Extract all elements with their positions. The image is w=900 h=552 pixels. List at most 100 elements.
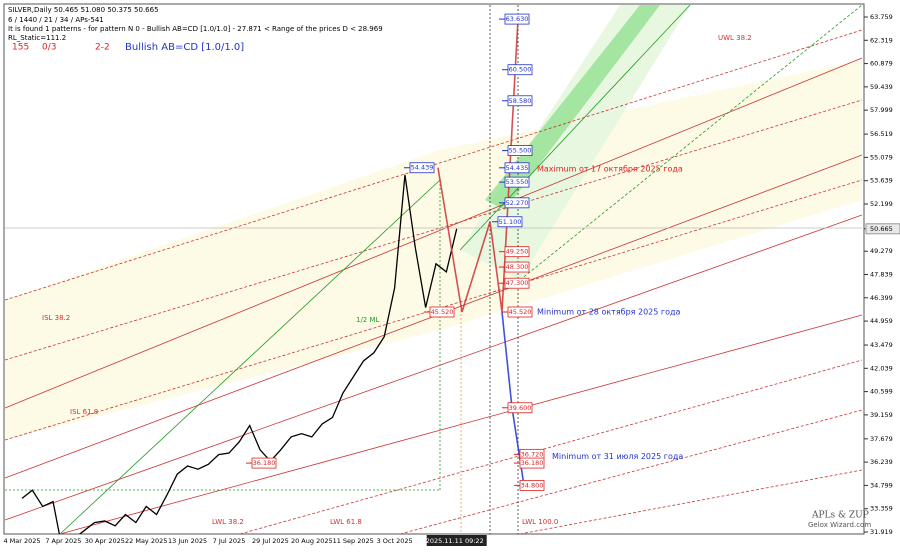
level-box [504, 261, 530, 273]
y-tick-label: 47.839 [870, 271, 893, 279]
y-tick-label: 33.359 [870, 505, 893, 513]
x-tick-label: 4 Mar 2025 [3, 537, 40, 545]
level-box [497, 216, 523, 228]
x-tick-label: 13 Jun 2025 [168, 537, 207, 545]
line-label: 1/2 ML [356, 316, 380, 324]
note: Maximum от 17 октября 2025 года [537, 165, 683, 174]
x-tick-label: 2025.11.11 09:22 [426, 537, 484, 545]
level-label: 52.270 [506, 199, 529, 207]
note: Minimum от 28 октября 2025 года [537, 308, 681, 317]
y-tick-label: 62.319 [870, 36, 893, 44]
y-tick-label: 53.639 [870, 177, 893, 185]
counter: 0/3 [42, 43, 56, 53]
level-box [504, 13, 530, 25]
info-line: 6 / 1440 / 21 / 34 / APs-541 [8, 16, 104, 24]
x-tick-label: 22 May 2025 [125, 537, 167, 545]
level-label: 53.550 [506, 178, 529, 186]
line-label: LWL 100.0 [522, 518, 558, 526]
y-tick-label: 36.239 [870, 458, 893, 466]
cursor-time-box [426, 535, 487, 546]
y-tick-label: 63.759 [870, 13, 893, 21]
y-tick-label: 37.679 [870, 435, 893, 443]
level-label: 60.500 [509, 66, 532, 74]
level-box [429, 306, 455, 318]
level-label: 34.800 [521, 481, 544, 489]
level-label: 54.435 [506, 164, 529, 172]
x-tick-label: 30 Apr 2025 [85, 537, 125, 545]
y-tick-label: 52.199 [870, 200, 893, 208]
y-tick-label: 43.479 [870, 341, 893, 349]
channel-zone [460, 5, 690, 280]
price-series [21, 174, 458, 534]
level-label: 49.250 [506, 248, 529, 256]
level-label: 48.300 [506, 263, 529, 271]
line-label: ISL 61.8 [70, 408, 98, 416]
level-label: 58.580 [509, 97, 532, 105]
level-box [504, 162, 530, 174]
y-tick-label: 40.599 [870, 388, 893, 396]
y-tick-label: 50.665 [870, 225, 893, 233]
channel-band [485, 5, 660, 210]
counter: 155 [12, 43, 29, 53]
level-label: 36.180 [253, 459, 276, 467]
y-tick-label: 42.039 [870, 364, 893, 372]
level-box [504, 277, 530, 289]
y-tick-label: 56.519 [870, 130, 893, 138]
chart-title: SILVER,Daily 50.465 51.080 50.375 50.665 [8, 6, 159, 14]
level-label: 36.720 [521, 450, 544, 458]
level-label: 47.300 [506, 279, 529, 287]
level-label: 36.180 [521, 459, 544, 467]
fan-zone [5, 60, 862, 440]
y-tick-label: 57.999 [870, 106, 893, 114]
info-line: It is found 1 patterns - for pattern N 0… [8, 25, 383, 33]
line-label: UWL 38.2 [718, 34, 752, 42]
level-box [519, 457, 545, 469]
y-tick-label: 55.079 [870, 153, 893, 161]
current-price-box [865, 223, 900, 235]
y-tick-label: 31.919 [870, 528, 893, 536]
pattern-line [437, 19, 519, 313]
x-tick-label: 3 Oct 2025 [377, 537, 413, 545]
level-box [507, 64, 533, 76]
level-box [507, 95, 533, 107]
line-label: LWL 61.8 [330, 518, 362, 526]
counter: 2-2 [95, 43, 110, 53]
level-label: 45.520 [431, 308, 454, 316]
level-label: 54.439 [411, 164, 434, 172]
note: Minimum от 31 июля 2025 года [552, 452, 683, 461]
y-tick-label: 44.959 [870, 317, 893, 325]
line-label: LWL 38.2 [212, 518, 244, 526]
y-tick-label: 39.159 [870, 411, 893, 419]
y-tick-label: 59.439 [870, 83, 893, 91]
level-box [507, 145, 533, 156]
x-tick-label: 11 Sep 2025 [333, 537, 374, 545]
x-tick-label: 7 Apr 2025 [45, 537, 81, 545]
level-box [504, 176, 530, 188]
level-label: 45.520 [509, 308, 532, 316]
level-box [251, 457, 277, 469]
pattern-name: Bullish AB=CD [1.0/1.0] [125, 42, 244, 53]
watermark: APLs & ZUP [811, 511, 869, 521]
level-box [409, 162, 435, 174]
y-tick-label: 60.879 [870, 60, 893, 68]
x-tick-label: 20 Aug 2025 [291, 537, 333, 545]
level-box [504, 246, 530, 258]
level-box [507, 402, 533, 414]
level-label: 63.630 [506, 15, 529, 23]
level-box [507, 306, 533, 318]
x-tick-label: 29 Jul 2025 [252, 537, 289, 545]
watermark: Gelox Wizard.com [808, 521, 871, 529]
line-label: ISL 38.2 [42, 314, 70, 322]
level-box [504, 197, 530, 209]
y-tick-label: 49.279 [870, 247, 893, 255]
level-label: 39.600 [509, 404, 532, 412]
y-tick-label: 34.799 [870, 481, 893, 489]
channel-lines [4, 4, 863, 535]
y-tick-label: 46.399 [870, 294, 893, 302]
level-label: 51.100 [499, 218, 522, 226]
level-label: 55.500 [509, 147, 532, 155]
x-tick-label: 7 Jul 2025 [213, 537, 246, 545]
info-line: RL_Static=111.2 [8, 34, 66, 42]
plot-frame [3, 3, 865, 535]
